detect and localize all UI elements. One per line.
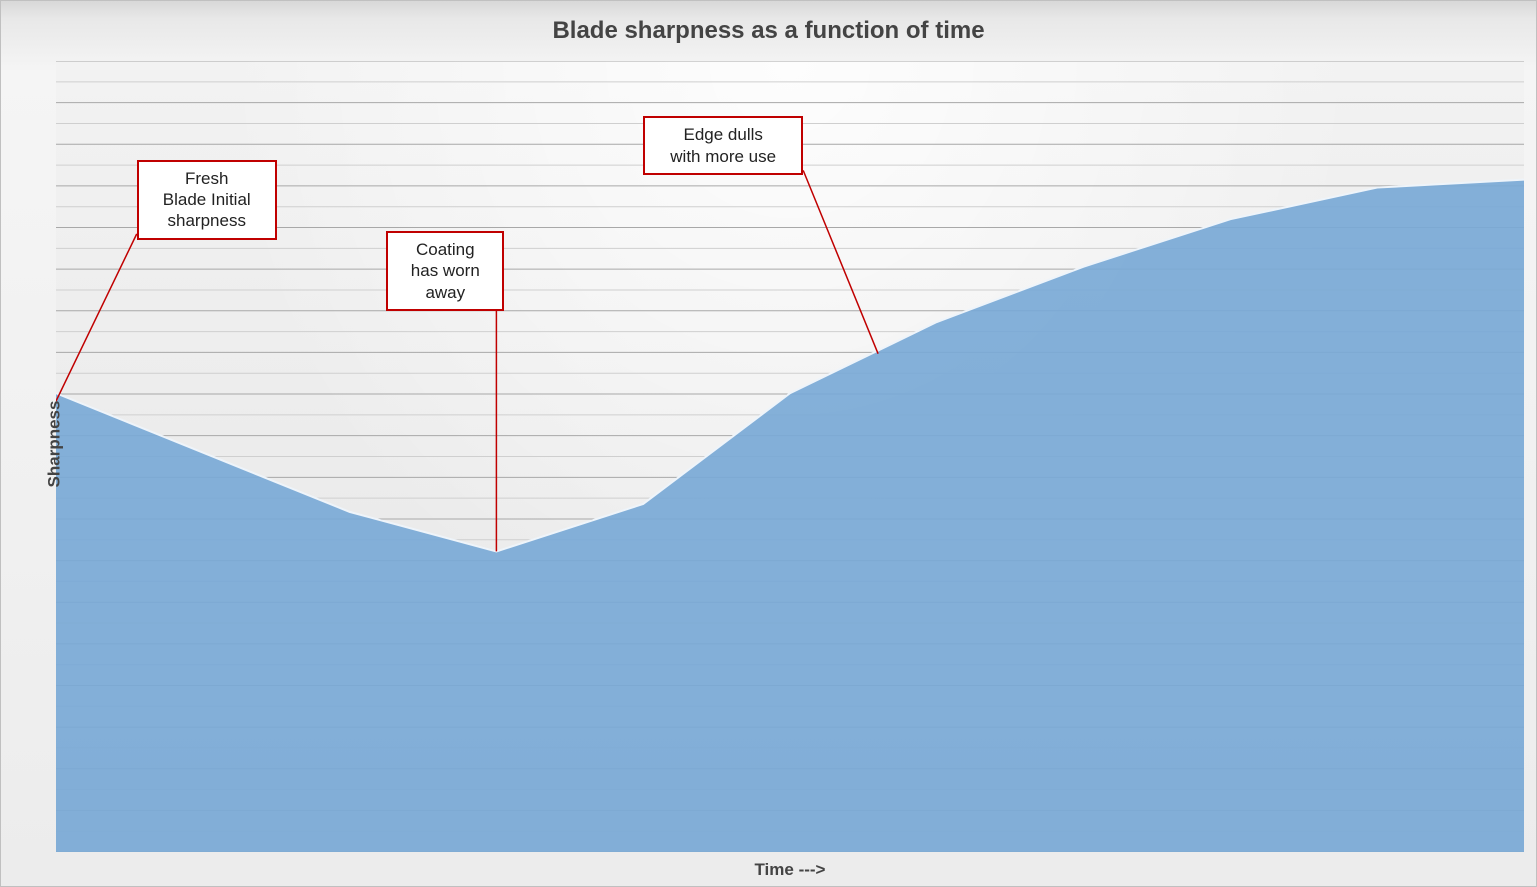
callout-fresh-blade: Fresh Blade Initial sharpness xyxy=(137,160,277,240)
plot-area: Fresh Blade Initial sharpness Coating has… xyxy=(56,61,1524,852)
y-axis-label: Sharpness xyxy=(44,400,64,487)
chart-container: Blade sharpness as a function of time Fr… xyxy=(0,0,1537,887)
callout-edge-dulls: Edge dulls with more use xyxy=(643,116,803,175)
callout-coating-worn: Coating has worn away xyxy=(386,231,504,311)
chart-title: Blade sharpness as a function of time xyxy=(1,17,1536,45)
x-axis-label: Time ---> xyxy=(56,860,1524,880)
